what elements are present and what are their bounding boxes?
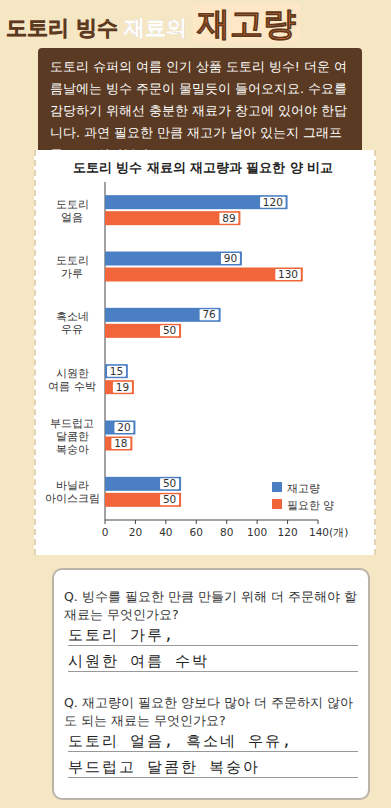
chart: 도토리 빙수 재료의 재고량과 필요한 양 비교0204060801001201… bbox=[0, 0, 391, 808]
category-line: 흑소네 bbox=[56, 310, 89, 322]
x-axis bbox=[105, 520, 318, 521]
legend-label: 재고량 bbox=[287, 482, 320, 495]
bar bbox=[105, 308, 221, 322]
label-bg bbox=[200, 309, 219, 320]
label-bg bbox=[111, 438, 130, 449]
intro-text: 도토리 슈퍼의 여름 인기 상품 도토리 빙수! 더운 여름날에는 빙수 주문이… bbox=[50, 56, 354, 166]
bar bbox=[105, 252, 242, 266]
x-tick bbox=[196, 520, 197, 524]
category-line: 여름 수박 bbox=[48, 380, 95, 392]
x-tick-label: 40 bbox=[159, 526, 172, 538]
category-label: 도토리가루 bbox=[56, 254, 89, 279]
label-bg bbox=[219, 213, 238, 224]
bar bbox=[105, 380, 134, 394]
label-bg bbox=[221, 253, 240, 264]
answer: 부드럽고 달콤한 복숭아 bbox=[68, 758, 358, 778]
question: Q. 재고량이 필요한 양보다 많아 더 주문하지 않아도 되는 재료는 무엇인… bbox=[64, 694, 360, 730]
data-label: 19 bbox=[116, 381, 129, 393]
chart-title: 도토리 빙수 재료의 재고량과 필요한 양 비교 bbox=[73, 160, 333, 175]
category-line: 아이스크림 bbox=[45, 492, 100, 504]
title-part: 재료의 bbox=[124, 16, 187, 40]
bar bbox=[105, 195, 288, 209]
data-label: 20 bbox=[117, 421, 130, 433]
x-tick-label: 20 bbox=[129, 526, 142, 538]
category-label: 도토리얼음 bbox=[56, 198, 89, 223]
label-bg bbox=[160, 325, 179, 336]
answer: 시원한 여름 수박 bbox=[68, 652, 358, 672]
bar bbox=[105, 211, 240, 225]
bars bbox=[105, 195, 303, 507]
legend-label: 필요한 양 bbox=[287, 499, 335, 512]
header: 도토리 빙수재료의재고량 bbox=[6, 2, 306, 46]
question: Q. 빙수를 필요한 만큼 만들기 위해 더 주문해야 할 재료는 무엇인가요? bbox=[64, 588, 360, 624]
y-axis bbox=[105, 182, 106, 520]
answer: 도토리 가루, bbox=[68, 626, 358, 646]
x-tick bbox=[165, 520, 166, 524]
bar bbox=[105, 477, 181, 491]
x-tick-label: 140(개) bbox=[309, 526, 348, 538]
data-label: 130 bbox=[278, 268, 298, 280]
legend-swatch bbox=[272, 499, 282, 509]
label-bg bbox=[260, 197, 286, 208]
x-tick bbox=[257, 520, 258, 524]
label-bg bbox=[113, 382, 132, 393]
answer: 도토리 얼음, 흑소네 우유, bbox=[68, 732, 358, 752]
data-label: 90 bbox=[224, 252, 237, 264]
category-line: 도토리 bbox=[56, 254, 89, 266]
x-tick-label: 0 bbox=[102, 526, 109, 538]
category-label: 흑소네우유 bbox=[56, 310, 89, 335]
data-label: 50 bbox=[163, 493, 176, 505]
category-label: 부드럽고달콤한복숭아 bbox=[50, 417, 94, 455]
data-label: 50 bbox=[163, 477, 176, 489]
category-line: 달콤한 bbox=[56, 430, 89, 442]
bar bbox=[105, 493, 181, 507]
data-label: 120 bbox=[263, 196, 283, 208]
category-line: 부드럽고 bbox=[50, 417, 94, 429]
label-bg bbox=[275, 269, 301, 280]
bar bbox=[105, 364, 128, 378]
data-labels: 120 90 76 15 20 50 89 130 50 19 18 50 bbox=[107, 196, 301, 506]
data-label: 76 bbox=[202, 308, 216, 320]
category-line: 시원한 bbox=[56, 367, 89, 379]
bar bbox=[105, 437, 132, 451]
category-line: 가루 bbox=[61, 267, 83, 279]
x-tick-label: 80 bbox=[220, 526, 233, 538]
category-line: 얼음 bbox=[61, 211, 83, 223]
category-line: 복숭아 bbox=[56, 443, 89, 455]
category-label: 바닐라아이스크림 bbox=[45, 479, 100, 504]
title-part: 재고량 bbox=[193, 4, 300, 43]
data-label: 50 bbox=[163, 324, 176, 336]
category-line: 도토리 bbox=[56, 198, 89, 210]
x-tick bbox=[135, 520, 136, 524]
x-tick bbox=[318, 520, 319, 524]
category-label: 시원한여름 수박 bbox=[48, 367, 95, 392]
category-line: 우유 bbox=[61, 323, 83, 335]
bar bbox=[105, 268, 303, 282]
bar bbox=[105, 421, 135, 435]
title-part: 도토리 빙수 bbox=[6, 16, 118, 40]
data-label: 89 bbox=[222, 212, 235, 224]
x-tick bbox=[287, 520, 288, 524]
label-bg bbox=[160, 478, 179, 489]
label-bg bbox=[107, 366, 126, 377]
x-tick-label: 100 bbox=[247, 526, 267, 538]
x-tick bbox=[105, 520, 106, 524]
x-tick bbox=[226, 520, 227, 524]
label-bg bbox=[160, 494, 179, 505]
data-label: 18 bbox=[114, 437, 127, 449]
x-tick-label: 120 bbox=[278, 526, 298, 538]
bar bbox=[105, 324, 181, 338]
x-tick-label: 60 bbox=[190, 526, 203, 538]
category-line: 바닐라 bbox=[56, 479, 89, 491]
label-bg bbox=[114, 422, 133, 433]
legend-swatch bbox=[272, 482, 282, 492]
data-label: 15 bbox=[110, 365, 123, 377]
